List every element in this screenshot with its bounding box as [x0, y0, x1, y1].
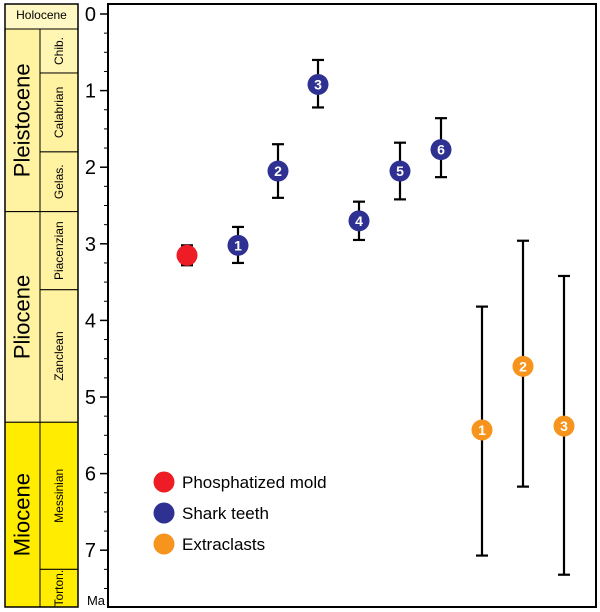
legend-entry: Shark teeth: [153, 502, 269, 524]
stage-label: Messinian: [52, 469, 66, 523]
data-point: 4: [348, 200, 370, 242]
point-label: 4: [355, 213, 363, 229]
stage-cell: [39, 72, 79, 153]
point-marker: [553, 415, 575, 437]
legend-label: Phosphatized mold: [182, 473, 327, 492]
epoch-pliocene-cell: [4, 211, 41, 423]
y-axis-unit-label: Ma: [87, 593, 106, 608]
y-tick-label: 2: [85, 157, 96, 179]
point-marker: [227, 234, 249, 256]
data-point: 2: [512, 239, 534, 488]
y-tick-label: 0: [85, 4, 96, 26]
stage-label: Calabrian: [52, 87, 66, 138]
data-point: 3: [307, 58, 329, 109]
point-marker: [176, 244, 198, 266]
data-point: 3: [553, 274, 575, 576]
stage-label: Piacenzian: [52, 221, 66, 280]
point-marker: [307, 73, 329, 95]
geologic-timescale: Holocene Pleistocene Pliocene Miocene Chib. C…: [4, 3, 79, 608]
stage-label: Gelas.: [52, 164, 66, 199]
point-marker: [267, 160, 289, 182]
data-point: 1: [227, 225, 249, 265]
timescale-border: [4, 3, 79, 608]
point-marker: [389, 160, 411, 182]
y-tick-label: 4: [85, 310, 96, 332]
point-label: 2: [519, 358, 527, 374]
y-axis: 0 1 2 3 4 5 6 7 Ma: [85, 4, 108, 608]
legend: Phosphatized mold Shark teeth Extraclasts: [153, 471, 327, 555]
point-label: 2: [274, 163, 282, 179]
stage-cell: [39, 211, 79, 291]
legend-marker: [153, 471, 175, 493]
epoch-label: Holocene: [16, 8, 67, 22]
data-point: 5: [389, 141, 411, 201]
plot-frame: [107, 3, 597, 608]
legend-label: Extraclasts: [182, 535, 265, 554]
epoch-label: Pliocene: [10, 275, 35, 359]
stage-label: Torton.: [52, 570, 66, 607]
epoch-label: Miocene: [10, 473, 35, 556]
legend-marker: [153, 502, 175, 524]
y-tick-label: 7: [85, 540, 96, 562]
y-tick-label: 5: [85, 387, 96, 409]
y-tick-label: 3: [85, 234, 96, 256]
y-tick-label: 1: [85, 81, 96, 103]
legend-marker: [153, 533, 175, 555]
data-point: [176, 244, 198, 267]
data-point: 6: [430, 117, 452, 179]
legend-entry: Phosphatized mold: [153, 471, 327, 493]
point-label: 1: [234, 237, 242, 253]
stage-label: Chib.: [52, 37, 66, 65]
legend-entry: Extraclasts: [153, 533, 265, 555]
data-points: 1 2 3 4 5 6 1 2 3: [176, 58, 575, 576]
epoch-pleistocene-cell: [4, 28, 41, 213]
stage-cell: [39, 421, 79, 570]
point-label: 3: [560, 418, 568, 434]
legend-label: Shark teeth: [182, 504, 269, 523]
data-point: 1: [471, 305, 493, 557]
point-label: 6: [437, 142, 445, 158]
point-marker: [512, 355, 534, 377]
point-label: 5: [396, 163, 404, 179]
point-marker: [348, 210, 370, 232]
data-point: 2: [267, 143, 289, 199]
epoch-label: Pleistocene: [10, 63, 35, 177]
point-label: 1: [478, 422, 486, 438]
point-marker: [471, 419, 493, 441]
point-label: 3: [314, 76, 322, 92]
y-tick-label: 6: [85, 464, 96, 486]
stage-label: Zanclean: [52, 331, 66, 380]
point-marker: [430, 139, 452, 161]
